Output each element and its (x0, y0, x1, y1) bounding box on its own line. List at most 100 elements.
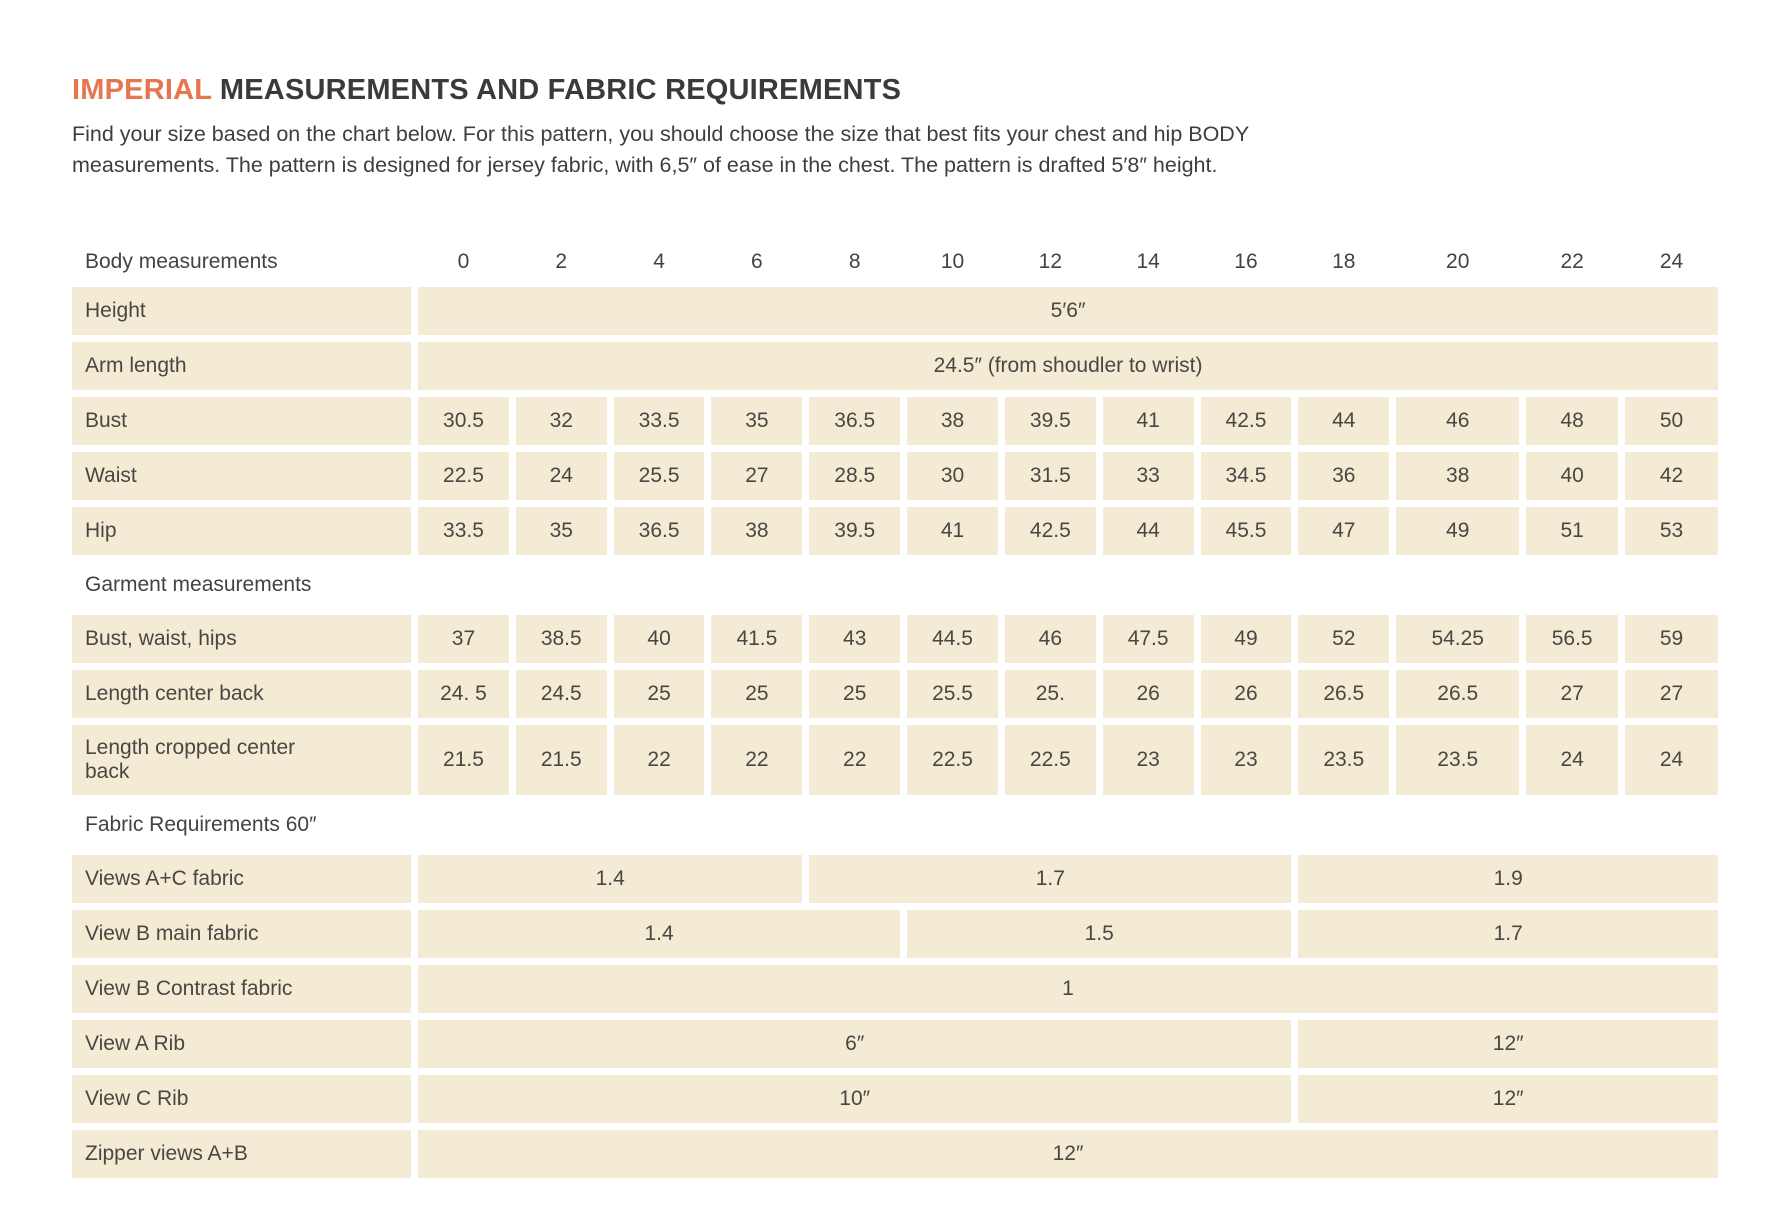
value-cell: 23 (1200, 725, 1292, 795)
table-row: Bust, waist, hips 37 38.5 40 41.5 43 44.5 46 47.… (72, 615, 1718, 663)
row-label-text: Bust, waist, hips (85, 627, 237, 650)
table-row: Arm length 24.5″ (from shoudler to wrist) (72, 342, 1718, 390)
row-label: Hip (72, 507, 412, 555)
span-cell: 1 (418, 965, 1718, 1013)
value-cell: 49 (1396, 507, 1520, 555)
value-cell: 41 (1102, 397, 1194, 445)
value-cell: 41 (907, 507, 998, 555)
value-cell: 34.5 (1200, 452, 1292, 500)
size-header-12: 12 (1038, 250, 1062, 273)
row-label-text: Arm length (85, 354, 187, 377)
value-cell: 38.5 (515, 615, 607, 663)
value-cell: 22.5 (907, 725, 998, 795)
span-cell: 10″ (418, 1075, 1292, 1123)
value-cell: 39.5 (1004, 397, 1096, 445)
value-cell: 26.5 (1298, 670, 1390, 718)
size-header-20: 20 (1446, 250, 1470, 273)
value-cell: 27 (1526, 670, 1619, 718)
value-cell: 32 (515, 397, 607, 445)
value-cell: 40 (613, 615, 705, 663)
row-label-text: Waist (85, 464, 137, 487)
row-label: View C Rib (72, 1075, 412, 1123)
value-cell: 25.5 (613, 452, 705, 500)
value-cell: 24 (515, 452, 607, 500)
value-cell: 22.5 (418, 452, 509, 500)
span-cell: 1.7 (809, 855, 1292, 903)
table-row: Length center back 24. 5 24.5 25 25 25 25.5 25.… (72, 670, 1718, 718)
value-cell: 37 (418, 615, 509, 663)
size-header-0: 0 (457, 250, 470, 273)
span-cell: 1.4 (418, 855, 803, 903)
table-row: Bust 30.5 32 33.5 35 36.5 38 39.5 41 42.5 44 46 48 50 (72, 397, 1718, 445)
table-row: Hip 33.5 35 36.5 38 39.5 41 42.5 44 45.5 47 49 51 53 (72, 507, 1718, 555)
value-cell: 23.5 (1298, 725, 1390, 795)
value-cell: 51 (1526, 507, 1619, 555)
table-row: View B Contrast fabric 1 (72, 965, 1718, 1013)
value-cell: 22 (613, 725, 705, 795)
value-cell: 24.5 (515, 670, 607, 718)
size-header-4: 4 (653, 250, 665, 273)
value-cell: 35 (515, 507, 607, 555)
row-label: Bust (72, 397, 412, 445)
value-cell: 42.5 (1200, 397, 1292, 445)
value-cell: 26.5 (1396, 670, 1520, 718)
section-row: Fabric Requirements 60″ (72, 802, 1718, 848)
value-cell: 26 (1102, 670, 1194, 718)
value-cell: 40 (1526, 452, 1619, 500)
value-cell: 23.5 (1396, 725, 1520, 795)
row-label-text: View C Rib (85, 1087, 189, 1110)
size-header-22: 22 (1560, 250, 1584, 273)
value-cell: 42.5 (1004, 507, 1096, 555)
value-cell: 39.5 (809, 507, 901, 555)
table-row: View C Rib 10″ 12″ (72, 1075, 1718, 1123)
intro-line-1: Find your size based on the chart below.… (72, 122, 1250, 146)
row-label: View B main fabric (72, 910, 412, 958)
value-cell: 21.5 (418, 725, 509, 795)
row-label-text: Views A+C fabric (85, 867, 244, 890)
value-cell: 31.5 (1004, 452, 1096, 500)
value-cell: 49 (1200, 615, 1292, 663)
value-cell: 27 (711, 452, 803, 500)
row-label-text: Bust (85, 409, 128, 432)
page: IMPERIAL MEASUREMENTS AND FABRIC REQUIRE… (72, 74, 1718, 1178)
value-cell: 25 (711, 670, 803, 718)
value-cell: 36.5 (809, 397, 901, 445)
span-cell: 1.9 (1298, 855, 1718, 903)
value-cell: 52 (1298, 615, 1390, 663)
value-cell: 24. 5 (418, 670, 509, 718)
value-cell: 43 (809, 615, 901, 663)
span-cell: 5′6″ (418, 287, 1718, 335)
page-title-highlight: IMPERIAL (72, 74, 212, 106)
value-cell: 30.5 (418, 397, 509, 445)
value-cell: 53 (1625, 507, 1718, 555)
value-cell: 46 (1004, 615, 1096, 663)
value-cell: 41.5 (711, 615, 803, 663)
value-cell: 36.5 (613, 507, 705, 555)
row-label: View B Contrast fabric (72, 965, 412, 1013)
table-row: Length cropped center back 21.5 21.5 22 22 22… (72, 725, 1718, 795)
value-cell: 33 (1102, 452, 1194, 500)
span-cell: 12″ (1298, 1075, 1718, 1123)
intro-line-2: measurements. The pattern is designed fo… (72, 153, 1218, 177)
value-cell: 42 (1625, 452, 1718, 500)
span-cell: 24.5″ (from shoudler to wrist) (418, 342, 1718, 390)
value-cell: 44 (1298, 397, 1390, 445)
size-header-8: 8 (848, 250, 861, 273)
section-label: Fabric Requirements 60″ (85, 813, 317, 836)
section-label: Garment measurements (85, 573, 312, 596)
span-cell: 12″ (1298, 1020, 1718, 1068)
row-label-text: Hip (85, 519, 117, 542)
value-cell: 22 (809, 725, 901, 795)
table-row: View A Rib 6″ 12″ (72, 1020, 1718, 1068)
value-cell: 21.5 (515, 725, 607, 795)
row-label-text: Length center back (85, 682, 264, 705)
value-cell: 50 (1625, 397, 1718, 445)
table-header-row: Body measurements 0 2 4 6 8 10 12 14 16 18 20 22 24 (72, 244, 1718, 280)
value-cell: 38 (1396, 452, 1520, 500)
value-cell: 35 (711, 397, 803, 445)
value-cell: 46 (1396, 397, 1520, 445)
value-cell: 56.5 (1526, 615, 1619, 663)
row-label-text: View B main fabric (85, 922, 259, 945)
value-cell: 48 (1526, 397, 1619, 445)
table-row: Views A+C fabric 1.4 1.7 1.9 (72, 855, 1718, 903)
